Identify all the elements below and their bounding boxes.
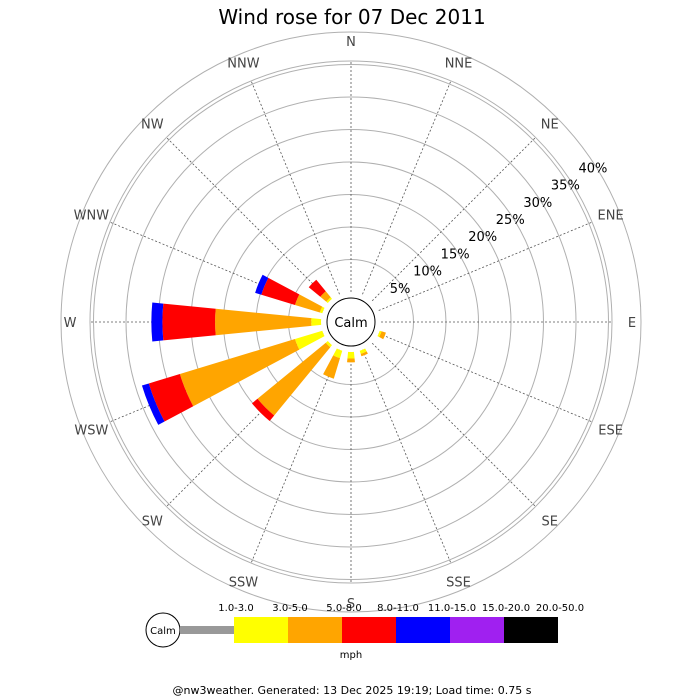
grid-circle-8 bbox=[60, 31, 642, 613]
petal-5-segment-3 bbox=[148, 373, 194, 422]
spoke-se bbox=[371, 342, 536, 507]
direction-label-nnw: NNW bbox=[227, 56, 259, 71]
legend-swatch-1 bbox=[234, 617, 288, 643]
legend-swatch-4 bbox=[396, 617, 450, 643]
legend-bin-label-6: 20.0-50.0 bbox=[536, 603, 584, 614]
direction-labels: N NNE NE ENE E ESE SE SSE S SSW SW WSW W WNW NW NNW bbox=[64, 35, 637, 612]
calm-circle bbox=[326, 297, 376, 347]
petal-8-segment-1 bbox=[326, 297, 332, 303]
petal-0-segment-1 bbox=[377, 330, 382, 338]
spoke-sse bbox=[362, 349, 452, 564]
petal-7-segment-3 bbox=[261, 277, 300, 305]
grid-circle-7 bbox=[93, 64, 609, 580]
direction-label-sse: SSE bbox=[446, 576, 471, 591]
grid-circle-outer bbox=[89, 60, 613, 584]
direction-spokes bbox=[90, 61, 612, 583]
direction-label-nne: NNE bbox=[445, 56, 473, 71]
spoke-nnw bbox=[250, 80, 340, 295]
petal-1-segment-1 bbox=[359, 348, 367, 354]
petal-0-segment-2 bbox=[379, 331, 386, 340]
direction-label-n: N bbox=[346, 35, 356, 50]
radial-tick-25: 25% bbox=[496, 213, 525, 228]
legend-swatch-0 bbox=[180, 626, 234, 634]
direction-label-ssw: SSW bbox=[229, 576, 259, 591]
petal-8-segment-2 bbox=[320, 291, 331, 302]
petal-1-segment-2 bbox=[360, 351, 368, 357]
spoke-nne bbox=[362, 80, 452, 295]
direction-label-sw: SW bbox=[142, 515, 163, 530]
petal-7-segment-2 bbox=[294, 294, 323, 313]
legend-bin-label-0: 1.0-3.0 bbox=[218, 603, 253, 614]
petal-5-segment-4 bbox=[141, 383, 165, 425]
legend-bin-label-3: 8.0-11.0 bbox=[377, 603, 419, 614]
direction-label-ene: ENE bbox=[598, 208, 624, 223]
petal-3-segment-2 bbox=[323, 355, 341, 379]
petal-6-segment-2 bbox=[215, 308, 312, 336]
petal-3-segment-1 bbox=[333, 348, 343, 359]
legend-swatch-3 bbox=[342, 617, 396, 643]
legend-bin-label-4: 11.0-15.0 bbox=[428, 603, 476, 614]
calm-label: Calm bbox=[334, 316, 367, 331]
spoke-nw bbox=[166, 137, 331, 302]
petal-4-segment-2 bbox=[257, 342, 331, 416]
legend-swatch-6 bbox=[504, 617, 558, 643]
petal-6-segment-1 bbox=[311, 318, 322, 326]
spoke-wsw bbox=[109, 333, 324, 423]
radial-tick-30: 30% bbox=[523, 196, 552, 211]
radial-tick-labels: 5%10% 15% 20% 25% 30% 35% 40% bbox=[390, 161, 608, 297]
legend-bins: 1.0-3.0 3.0-5.0 5.0-8.0 8.0-11.0 11.0-15.0 15… bbox=[180, 603, 584, 643]
petal-5-segment-2 bbox=[179, 339, 300, 407]
spoke-ene bbox=[378, 221, 593, 311]
speed-legend: Calm 1.0-3.0 3.0-5.0 5.0-8.0 8.0-11.0 11.0-1… bbox=[145, 603, 584, 661]
legend-swatch-2 bbox=[288, 617, 342, 643]
petal-4-segment-3 bbox=[251, 398, 275, 422]
calm-center: Calm bbox=[326, 297, 376, 347]
direction-label-s: S bbox=[347, 597, 355, 612]
radial-tick-5: 5% bbox=[390, 282, 411, 297]
petal-7-segment-1 bbox=[319, 306, 325, 314]
spoke-sw bbox=[166, 342, 331, 507]
spoke-ne bbox=[371, 137, 536, 302]
direction-label-w: W bbox=[64, 316, 77, 331]
legend-units-label: mph bbox=[340, 650, 362, 661]
grid-circle-6 bbox=[125, 96, 577, 548]
legend-swatch-5 bbox=[450, 617, 504, 643]
radial-tick-15: 15% bbox=[441, 247, 470, 262]
petal-2-segment-2 bbox=[347, 358, 355, 363]
direction-label-nw: NW bbox=[141, 117, 164, 132]
wind-petals bbox=[141, 274, 386, 425]
direction-label-ne: NE bbox=[541, 117, 559, 132]
direction-label-e: E bbox=[628, 316, 636, 331]
legend-bin-label-1: 3.0-5.0 bbox=[272, 603, 307, 614]
legend-calm-label: Calm bbox=[150, 626, 176, 637]
chart-title: Wind rose for 07 Dec 2011 bbox=[218, 5, 485, 29]
radial-tick-35: 35% bbox=[551, 179, 580, 194]
petal-6-segment-4 bbox=[151, 302, 164, 342]
direction-label-wnw: WNW bbox=[74, 208, 110, 223]
spoke-ssw bbox=[250, 349, 340, 564]
petal-6-segment-3 bbox=[162, 303, 216, 341]
legend-bin-label-5: 15.0-20.0 bbox=[482, 603, 530, 614]
petal-5-segment-1 bbox=[294, 330, 325, 350]
spoke-ese bbox=[378, 333, 593, 423]
legend-bin-label-2: 5.0-8.0 bbox=[326, 603, 361, 614]
radial-tick-20: 20% bbox=[468, 230, 497, 245]
radial-tick-10: 10% bbox=[413, 265, 442, 280]
direction-label-ese: ESE bbox=[598, 424, 623, 439]
spoke-wnw bbox=[109, 221, 324, 311]
petal-8-segment-3 bbox=[308, 279, 326, 297]
radial-tick-40: 40% bbox=[578, 161, 607, 176]
direction-label-se: SE bbox=[541, 515, 557, 530]
petal-4-segment-1 bbox=[325, 341, 332, 348]
footer-text: @nw3weather. Generated: 13 Dec 2025 19:1… bbox=[173, 684, 532, 697]
petal-7-segment-4 bbox=[255, 274, 269, 295]
petal-2-segment-1 bbox=[347, 351, 355, 359]
direction-label-wsw: WSW bbox=[74, 424, 108, 439]
